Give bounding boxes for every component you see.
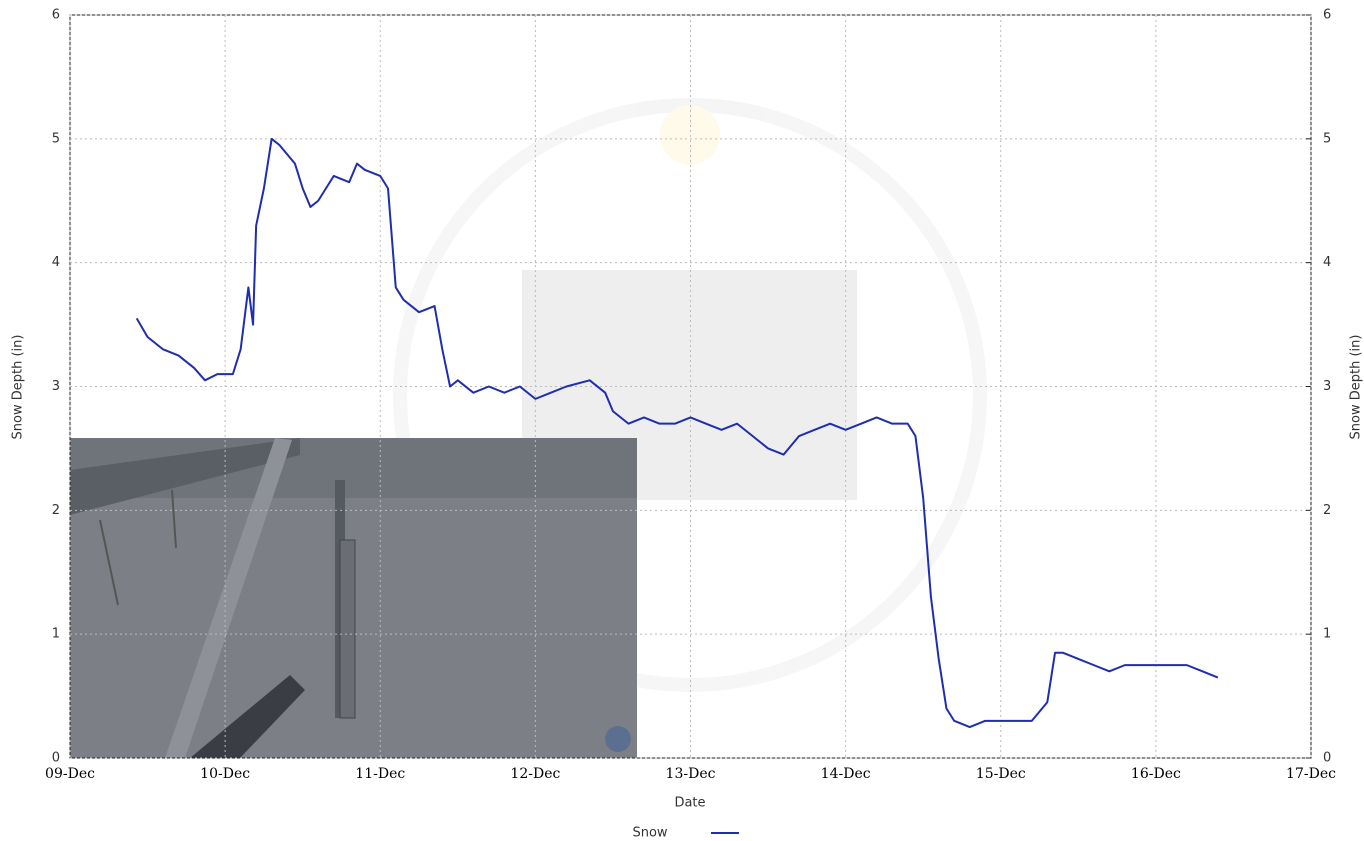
y2-tick-label: 4 <box>1323 255 1331 270</box>
y2-tick-label: 1 <box>1323 627 1331 642</box>
y-tick-label: 6 <box>52 8 60 23</box>
x-tick-label: 12-Dec <box>510 766 560 782</box>
y-tick-label: 1 <box>52 627 60 642</box>
y-tick-label: 4 <box>52 255 60 270</box>
x-tick-label: 17-Dec <box>1286 766 1336 782</box>
y2-tick-label: 2 <box>1323 503 1331 518</box>
x-tick-label: 09-Dec <box>45 766 95 782</box>
x-tick-label: 15-Dec <box>976 766 1026 782</box>
camera-inset <box>70 438 637 758</box>
y2-axis-label: Snow Depth (in) <box>1349 335 1364 440</box>
y2-tick-label: 3 <box>1323 379 1331 394</box>
x-axis-label: Date <box>674 796 705 811</box>
data-line <box>135 137 1219 729</box>
y-tick-label: 3 <box>52 379 60 394</box>
x-tick-label: 14-Dec <box>821 766 871 782</box>
legend-label: Snow <box>632 826 667 841</box>
y-axis-label: Snow Depth (in) <box>11 335 26 440</box>
y-tick-label: 5 <box>52 131 60 146</box>
x-tick-label: 11-Dec <box>355 766 405 782</box>
y-tick-label: 0 <box>52 751 60 766</box>
x-tick-label: 13-Dec <box>666 766 716 782</box>
y2-tick-label: 5 <box>1323 131 1331 146</box>
x-tick-label: 16-Dec <box>1131 766 1181 782</box>
y2-tick-label: 0 <box>1323 751 1331 766</box>
x-tick-label: 10-Dec <box>200 766 250 782</box>
y2-tick-label: 6 <box>1323 8 1331 23</box>
y-tick-label: 2 <box>52 503 60 518</box>
